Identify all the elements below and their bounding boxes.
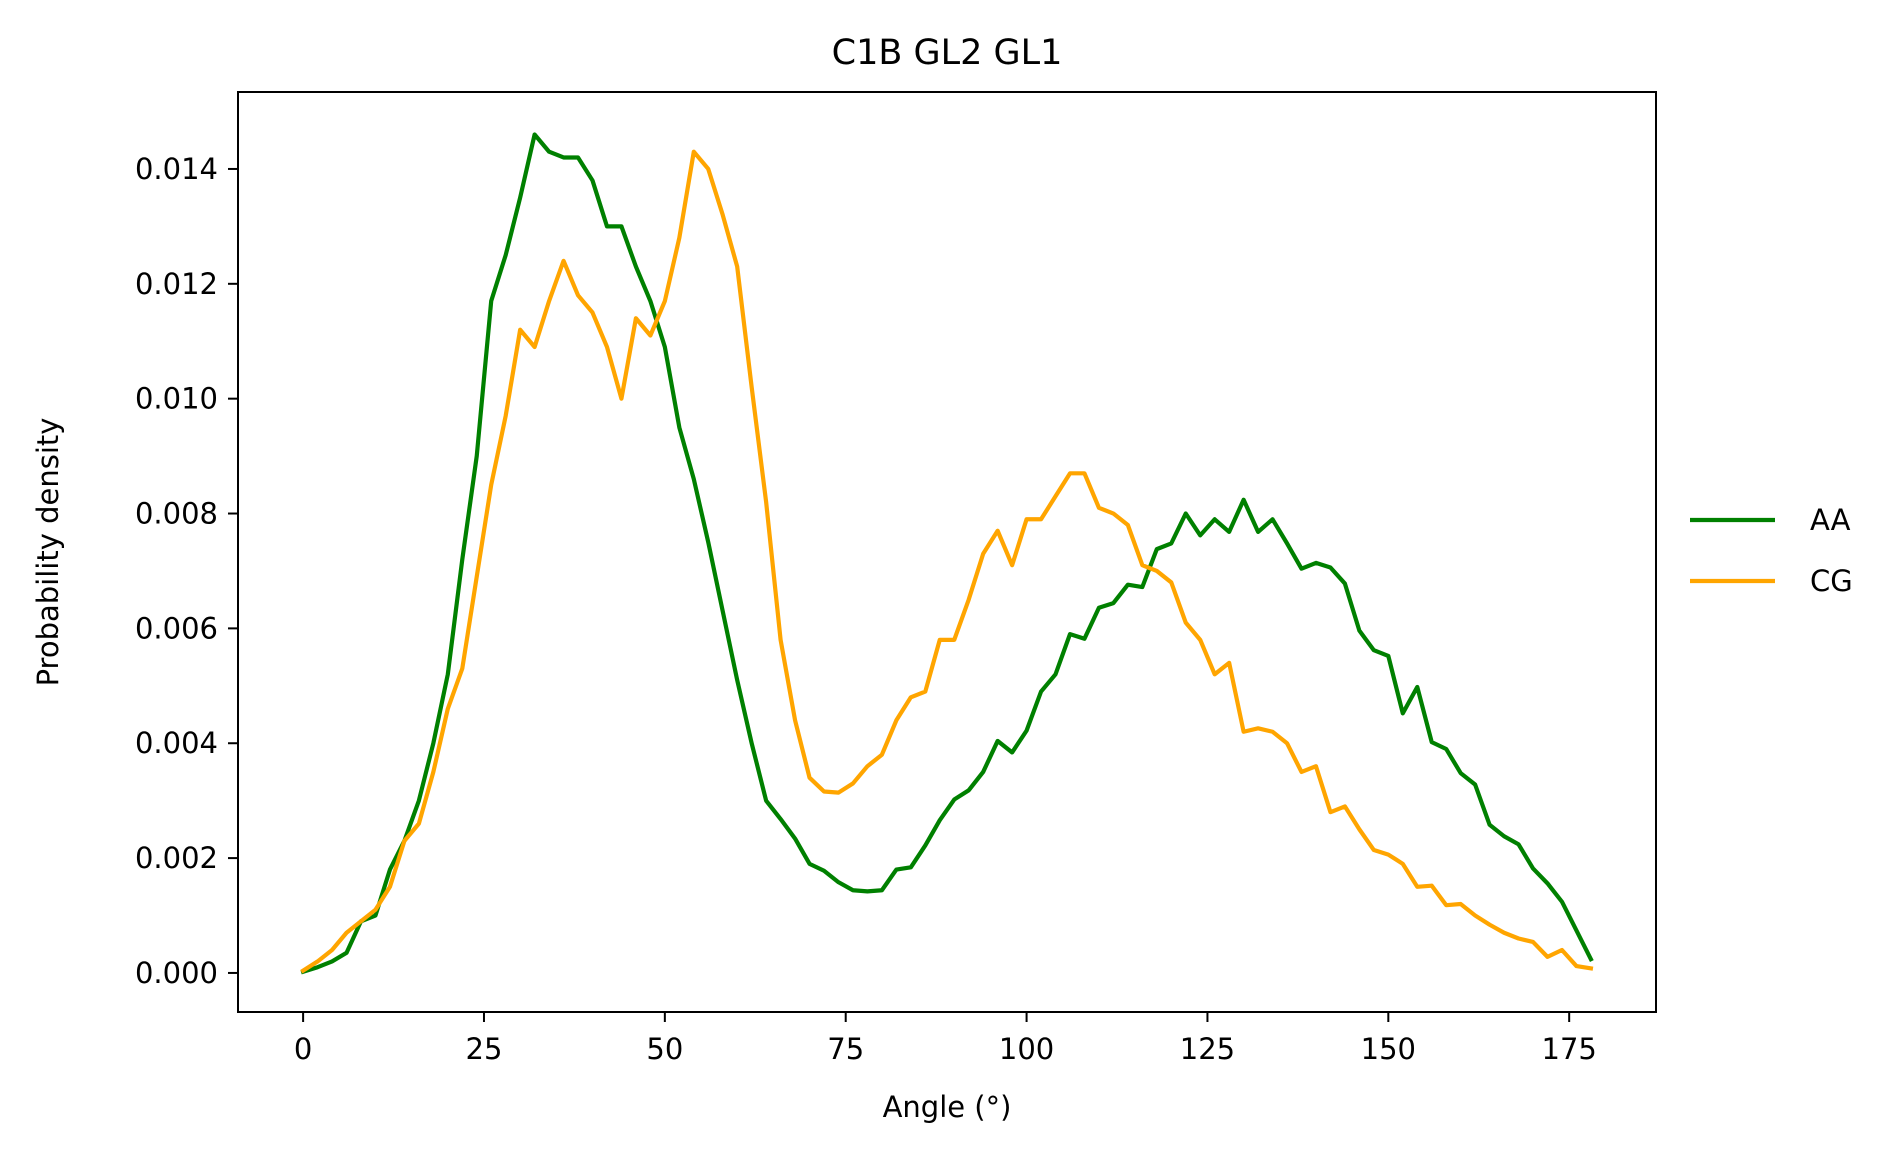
x-tick-label: 75 bbox=[827, 1032, 864, 1066]
x-tick-label: 100 bbox=[999, 1032, 1054, 1066]
plot-layer bbox=[300, 132, 1594, 975]
legend-label-cg: CG bbox=[1810, 564, 1853, 598]
legend-label-aa: AA bbox=[1810, 503, 1851, 537]
y-axis-label: Probability density bbox=[31, 418, 65, 687]
y-tick-label: 0.010 bbox=[135, 382, 218, 416]
x-axis-label: Angle (°) bbox=[883, 1090, 1012, 1124]
plot-frame bbox=[237, 91, 1657, 1013]
y-tick-label: 0.004 bbox=[135, 726, 218, 760]
y-tick-label: 0.008 bbox=[135, 497, 218, 531]
y-tick-label: 0.002 bbox=[135, 841, 218, 875]
y-tick-label: 0.006 bbox=[135, 611, 218, 645]
series-line-cg bbox=[300, 149, 1594, 974]
x-tick-label: 150 bbox=[1361, 1032, 1416, 1066]
series-line-aa bbox=[300, 132, 1594, 975]
x-tick-label: 125 bbox=[1180, 1032, 1235, 1066]
chart-title: C1B GL2 GL1 bbox=[832, 33, 1063, 73]
x-axis: 0 25 50 75 100 125 150 175 bbox=[294, 1012, 1597, 1066]
x-tick-label: 25 bbox=[466, 1032, 503, 1066]
y-axis: 0.000 0.002 0.004 0.006 0.008 0.010 0.012 0.014 bbox=[135, 152, 238, 990]
x-tick-label: 0 bbox=[294, 1032, 312, 1066]
y-tick-label: 0.000 bbox=[135, 956, 218, 990]
legend: AA CG bbox=[1690, 503, 1853, 598]
x-tick-label: 50 bbox=[646, 1032, 683, 1066]
y-tick-label: 0.014 bbox=[135, 152, 218, 186]
y-tick-label: 0.012 bbox=[135, 267, 218, 301]
x-tick-label: 175 bbox=[1542, 1032, 1597, 1066]
